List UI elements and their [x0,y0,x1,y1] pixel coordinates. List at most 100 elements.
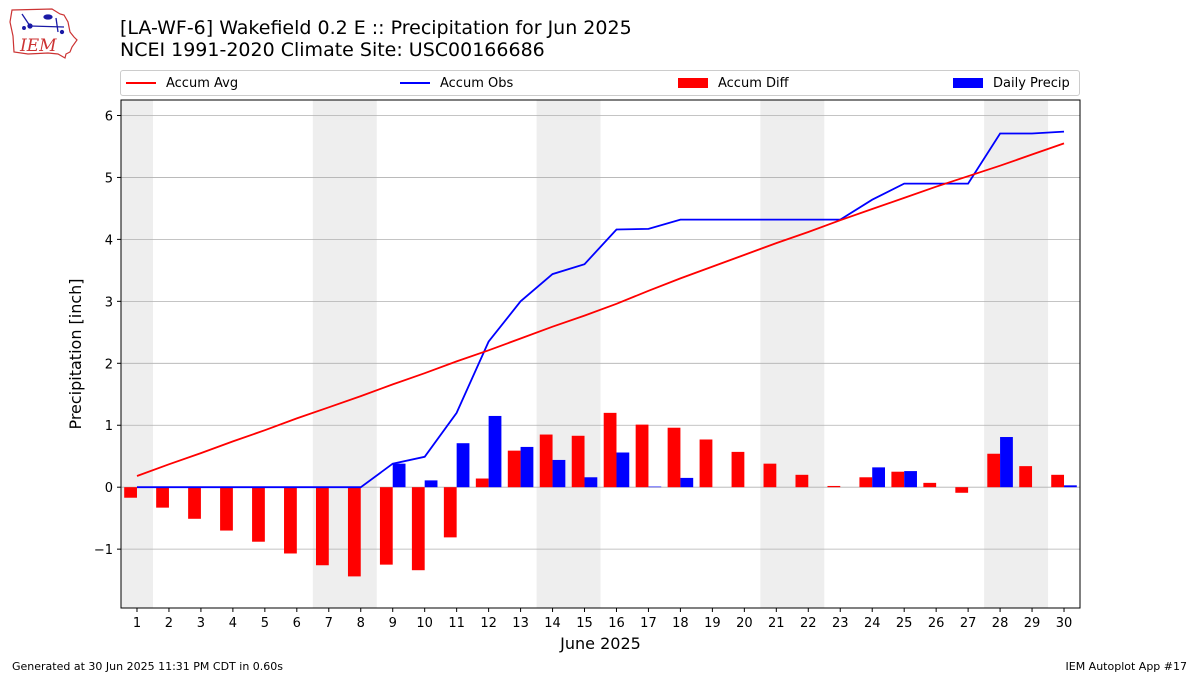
x-tick-label: 18 [672,616,689,631]
x-tick-label: 4 [229,616,237,631]
bar-daily-precip [520,446,534,488]
line-accum-obs [137,130,1065,489]
bar-accum-diff [571,435,585,488]
weekend-band [984,100,1049,608]
x-tick-label: 10 [416,616,433,631]
bar-accum-diff [667,427,681,488]
x-tick-label: 2 [165,616,173,631]
legend-label: Accum Avg [166,75,239,91]
legend-accum-obs: Accum Obs [400,71,513,95]
bar-accum-diff [635,424,649,488]
x-tick-label: 15 [576,616,593,631]
x-tick-label: 6 [293,616,301,631]
x-tick-label: 1 [133,616,141,631]
x-axis-label: June 2025 [559,634,641,653]
x-tick-label: 8 [357,616,365,631]
bar-daily-precip [488,415,502,488]
bar-accum-diff [252,487,265,542]
chart-title: [LA-WF-6] Wakefield 0.2 E :: Precipitati… [120,17,632,61]
bar-accum-diff [1019,466,1033,488]
y-tick-label: 4 [105,233,113,248]
legend-swatch-daily-precip [953,78,983,88]
bar-accum-diff [795,474,809,488]
bar-daily-precip [552,459,566,488]
x-tick-label: 24 [864,616,881,631]
legend-accum-avg: Accum Avg [126,71,238,95]
y-axis-label: Precipitation [inch] [66,278,85,429]
title-line-1: [LA-WF-6] Wakefield 0.2 E :: Precipitati… [120,17,632,39]
x-tick-label: 21 [768,616,785,631]
x-tick-label: 29 [1024,616,1041,631]
x-tick-label: 13 [512,616,529,631]
line-accum-avg [136,142,1065,477]
bar-accum-diff [955,487,969,493]
y-tick-label: 0 [105,481,113,496]
bar-accum-diff [923,482,937,488]
x-tick-label: 25 [896,616,913,631]
bar-accum-diff [699,439,713,488]
y-tick-label: −1 [94,543,113,558]
legend-swatch-accum-diff [678,78,708,88]
bar-daily-precip [424,480,438,488]
bar-accum-diff [379,487,393,565]
bar-accum-diff [284,487,297,554]
bar-accum-diff [859,477,873,488]
x-tick-label: 3 [197,616,205,631]
weekend-band [536,100,601,608]
bar-accum-diff [603,412,617,488]
bar-accum-diff [763,463,777,488]
footer-app: IEM Autoplot App #17 [1065,660,1188,673]
x-tick-label: 19 [704,616,721,631]
weekend-band [121,100,153,608]
legend-swatch-accum-avg [126,82,156,84]
x-tick-label: 17 [640,616,657,631]
bar-accum-diff [507,450,521,488]
bar-accum-diff [220,487,233,531]
x-tick-label: 12 [480,616,497,631]
logo-text: IEM [19,36,57,56]
x-tick-label: 11 [448,616,465,631]
iem-logo: IEM [9,8,78,59]
bar-daily-precip [1064,485,1077,488]
legend-swatch-accum-obs [400,82,430,84]
legend-label: Daily Precip [993,75,1070,91]
bar-daily-precip [872,467,886,488]
bar-accum-diff [731,451,745,488]
x-tick-label: 28 [992,616,1009,631]
y-tick-label: 1 [105,419,113,434]
bar-accum-diff [443,487,457,538]
bar-daily-precip [680,477,694,488]
bar-daily-precip [904,471,917,488]
x-tick-label: 23 [832,616,849,631]
x-tick-label: 30 [1056,616,1073,631]
x-tick-label: 16 [608,616,625,631]
bar-accum-diff [1051,474,1065,488]
y-tick-label: 2 [105,357,113,372]
x-tick-label: 22 [800,616,817,631]
bar-accum-diff [539,434,553,488]
bar-accum-diff [475,478,489,488]
bar-accum-diff [411,487,425,571]
bar-daily-precip [1000,437,1013,488]
bar-accum-diff [827,485,841,488]
x-tick-label: 5 [261,616,269,631]
y-tick-label: 6 [105,109,113,124]
weekend-band [760,100,825,608]
legend-accum-diff: Accum Diff [678,71,789,95]
bar-accum-diff [188,487,201,519]
bar-daily-precip [584,477,598,488]
bar-daily-precip [456,443,470,488]
legend: Accum Avg Accum Obs Accum Diff Daily Pre… [120,70,1080,96]
bar-accum-diff [315,487,329,566]
x-tick-label: 26 [928,616,945,631]
bar-daily-precip [648,486,662,488]
legend-label: Accum Diff [718,75,789,91]
bar-accum-diff [124,487,137,498]
bar-daily-precip [616,452,630,488]
x-tick-label: 27 [960,616,977,631]
y-tick-label: 5 [105,171,113,186]
x-tick-label: 20 [736,616,753,631]
x-tick-label: 14 [544,616,561,631]
bar-daily-precip [392,463,406,488]
